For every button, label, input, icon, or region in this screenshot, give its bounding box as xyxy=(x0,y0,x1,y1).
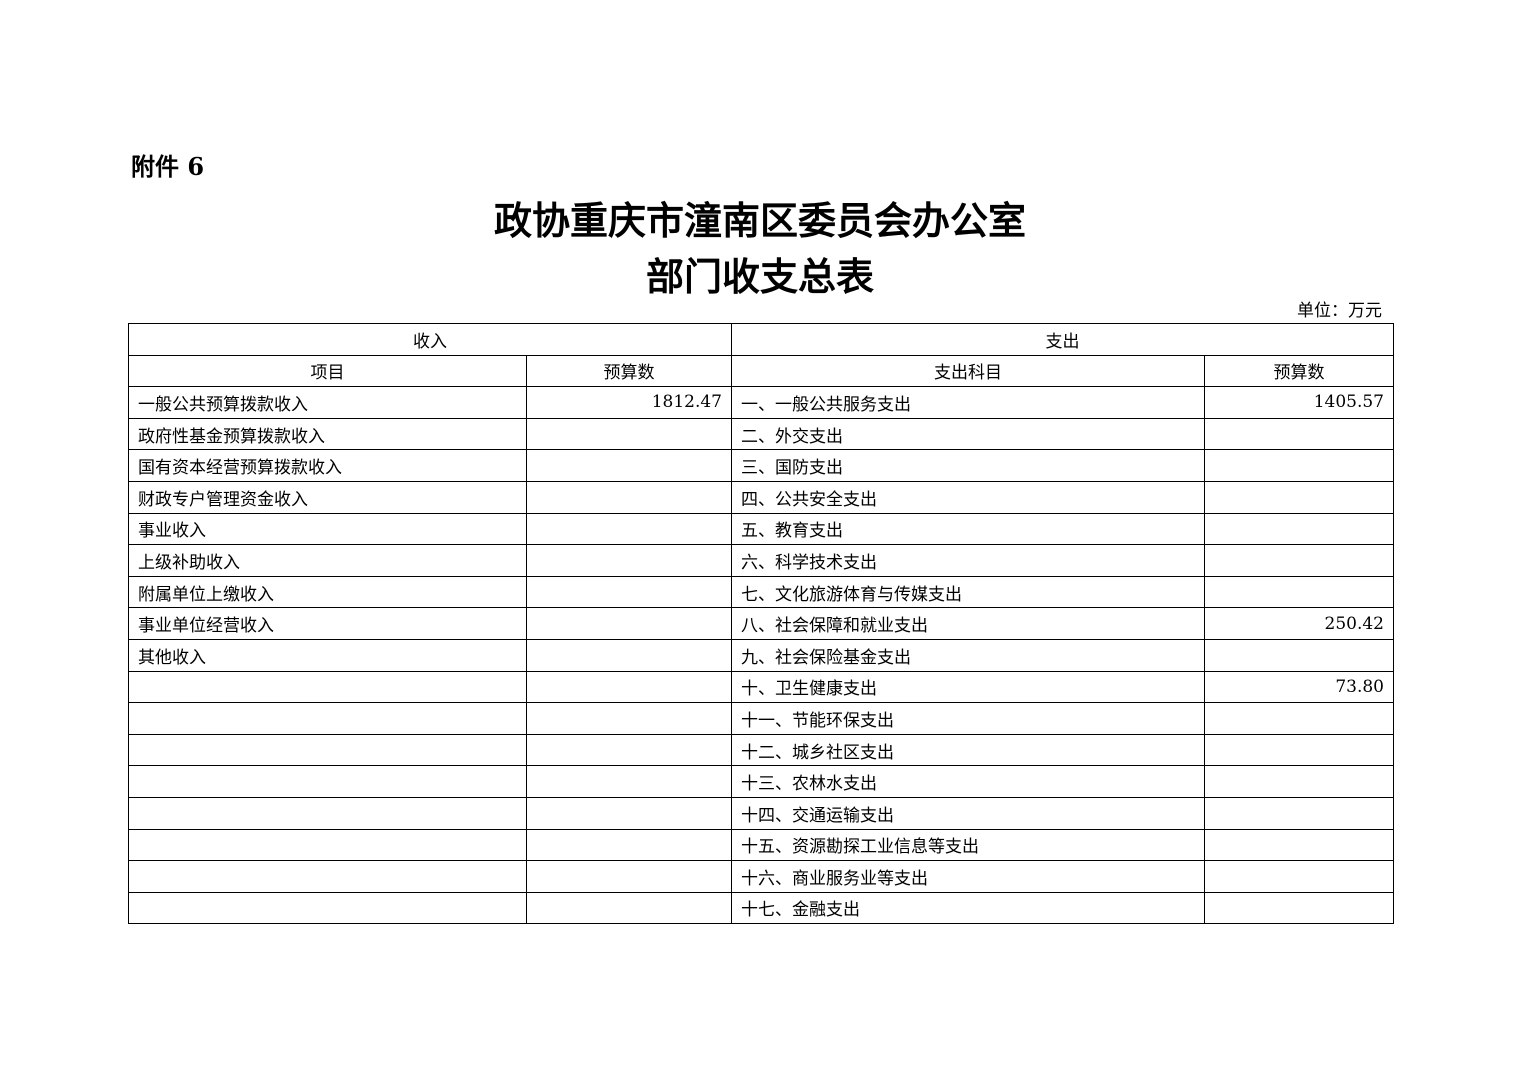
table-row: 事业单位经营收入 八、社会保障和就业支出 250.42 xyxy=(128,607,1394,640)
income-item: 财政专户管理资金收入 xyxy=(128,480,527,514)
expense-item: 十七、金融支出 xyxy=(731,891,1205,925)
expense-amount xyxy=(1204,638,1394,672)
col-expense-item: 支出科目 xyxy=(731,354,1205,388)
expense-item: 二、外交支出 xyxy=(731,417,1205,451)
table-row: 财政专户管理资金收入 四、公共安全支出 xyxy=(128,480,1394,514)
unit-label: 单位：万元 xyxy=(1297,301,1382,321)
col-item: 项目 xyxy=(128,354,527,388)
expense-header: 支出 xyxy=(731,323,1394,356)
income-amount xyxy=(526,860,732,893)
income-item xyxy=(128,828,527,862)
expense-amount xyxy=(1204,702,1394,735)
expense-item: 四、公共安全支出 xyxy=(731,480,1205,514)
document-subtitle: 部门收支总表 xyxy=(645,254,874,299)
income-item xyxy=(128,891,527,925)
expense-item: 三、国防支出 xyxy=(731,449,1205,482)
attachment-label: 附件 6 xyxy=(131,152,205,181)
income-amount xyxy=(526,828,732,862)
expense-amount: 1405.57 xyxy=(1204,386,1394,419)
table-row: 政府性基金预算拨款收入 二、外交支出 xyxy=(128,417,1394,451)
expense-item: 十二、城乡社区支出 xyxy=(731,733,1205,767)
expense-amount xyxy=(1204,765,1394,798)
table-row: 十三、农林水支出 xyxy=(128,765,1394,798)
income-item xyxy=(128,702,527,735)
expense-amount xyxy=(1204,417,1394,451)
income-amount xyxy=(526,765,732,798)
table-row: 上级补助收入 六、科学技术支出 xyxy=(128,544,1394,577)
income-item: 国有资本经营预算拨款收入 xyxy=(128,449,527,482)
col-budget: 预算数 xyxy=(526,354,732,388)
table-row: 十六、商业服务业等支出 xyxy=(128,860,1394,893)
table-row: 十二、城乡社区支出 xyxy=(128,733,1394,767)
income-amount xyxy=(526,733,732,767)
expense-item: 五、教育支出 xyxy=(731,512,1205,546)
income-item: 一般公共预算拨款收入 xyxy=(128,386,527,419)
income-item xyxy=(128,796,527,830)
expense-amount xyxy=(1204,544,1394,577)
expense-amount xyxy=(1204,480,1394,514)
income-item: 其他收入 xyxy=(128,638,527,672)
income-amount: 1812.47 xyxy=(526,386,732,419)
table-row: 十一、节能环保支出 xyxy=(128,702,1394,735)
table-row: 事业收入 五、教育支出 xyxy=(128,512,1394,546)
income-amount xyxy=(526,796,732,830)
expense-item: 九、社会保险基金支出 xyxy=(731,638,1205,672)
expense-item: 一、一般公共服务支出 xyxy=(731,386,1205,419)
table-row: 十四、交通运输支出 xyxy=(128,796,1394,830)
expense-item: 十五、资源勘探工业信息等支出 xyxy=(731,828,1205,862)
expense-amount: 250.42 xyxy=(1204,607,1394,640)
income-amount xyxy=(526,449,732,482)
expense-amount xyxy=(1204,449,1394,482)
expense-amount xyxy=(1204,796,1394,830)
income-amount xyxy=(526,670,732,704)
income-amount xyxy=(526,607,732,640)
income-item: 事业收入 xyxy=(128,512,527,546)
income-item: 上级补助收入 xyxy=(128,544,527,577)
table-row: 十、卫生健康支出 73.80 xyxy=(128,670,1394,704)
expense-item: 十四、交通运输支出 xyxy=(731,796,1205,830)
table-row: 其他收入 九、社会保险基金支出 xyxy=(128,638,1394,672)
table-row: 十五、资源勘探工业信息等支出 xyxy=(128,828,1394,862)
income-amount xyxy=(526,702,732,735)
expense-item: 十三、农林水支出 xyxy=(731,765,1205,798)
expense-amount: 73.80 xyxy=(1204,670,1394,704)
income-item xyxy=(128,765,527,798)
expense-amount xyxy=(1204,828,1394,862)
income-amount xyxy=(526,512,732,546)
header-row-groups: 收入 支出 xyxy=(128,323,1394,356)
income-amount xyxy=(526,575,732,609)
expense-item: 十一、节能环保支出 xyxy=(731,702,1205,735)
expense-amount xyxy=(1204,733,1394,767)
income-amount xyxy=(526,638,732,672)
income-header: 收入 xyxy=(128,323,732,356)
income-amount xyxy=(526,480,732,514)
expense-item: 八、社会保障和就业支出 xyxy=(731,607,1205,640)
col-expense-budget: 预算数 xyxy=(1204,354,1394,388)
expense-item: 六、科学技术支出 xyxy=(731,544,1205,577)
expense-amount xyxy=(1204,891,1394,925)
table-row: 附属单位上缴收入 七、文化旅游体育与传媒支出 xyxy=(128,575,1394,609)
table-row: 十七、金融支出 xyxy=(128,891,1394,925)
expense-amount xyxy=(1204,860,1394,893)
income-item: 附属单位上缴收入 xyxy=(128,575,527,609)
expense-item: 七、文化旅游体育与传媒支出 xyxy=(731,575,1205,609)
budget-table: 收入 支出 项目 预算数 支出科目 预算数 一般公共预算拨款收入 1812.47 一… xyxy=(128,323,1394,925)
expense-item: 十六、商业服务业等支出 xyxy=(731,860,1205,893)
income-item: 政府性基金预算拨款收入 xyxy=(128,417,527,451)
income-amount xyxy=(526,891,732,925)
expense-amount xyxy=(1204,575,1394,609)
table-row: 国有资本经营预算拨款收入 三、国防支出 xyxy=(128,449,1394,482)
income-item xyxy=(128,670,527,704)
income-item xyxy=(128,733,527,767)
income-item xyxy=(128,860,527,893)
expense-amount xyxy=(1204,512,1394,546)
document-title: 政协重庆市潼南区委员会办公室 xyxy=(493,198,1026,243)
table-row: 一般公共预算拨款收入 1812.47 一、一般公共服务支出 1405.57 xyxy=(128,386,1394,419)
income-amount xyxy=(526,417,732,451)
expense-item: 十、卫生健康支出 xyxy=(731,670,1205,704)
income-amount xyxy=(526,544,732,577)
header-row-columns: 项目 预算数 支出科目 预算数 xyxy=(128,354,1394,388)
income-item: 事业单位经营收入 xyxy=(128,607,527,640)
